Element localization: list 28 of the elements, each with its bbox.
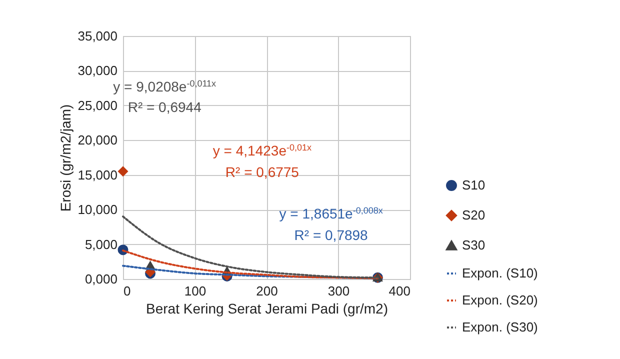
y-axis-title: Erosi (gr/m2/jam) (58, 104, 74, 212)
annotation: y = 9,0208e$^{-0,011x}$ (113, 78, 217, 94)
x-tick-label: 0 (124, 284, 131, 298)
legend-label: Expon. (S20) (462, 292, 538, 308)
legend-label: S20 (462, 208, 486, 222)
x-tick-label: 100 (184, 284, 206, 298)
y-tick-label: 0,000 (84, 272, 118, 286)
x-axis-title: Berat Kering Serat Jerami Padi (gr/m2) (146, 300, 388, 316)
legend-label: S10 (462, 178, 486, 192)
y-tick-label: 20,000 (78, 132, 118, 148)
legend-label: Expon. (S10) (462, 266, 538, 280)
y-tick-label: 35,000 (78, 28, 118, 44)
y-tick-label: 10,000 (78, 202, 118, 218)
y-tick-label: 25,000 (78, 98, 118, 113)
annotation: y = 1,8651e$^{-0,008x}$ (279, 205, 384, 222)
annotation: R² = 0,6775 (225, 164, 300, 180)
x-tick-label: 200 (256, 284, 278, 298)
y-tick-label: 5,000 (84, 236, 118, 252)
y-tick-label: 15,000 (78, 167, 118, 182)
x-tick-label: 300 (328, 284, 350, 298)
annotation: R² = 0,6944 (128, 99, 202, 116)
annotation: R² = 0,7898 (294, 226, 368, 243)
x-tick-label: 400 (388, 284, 410, 298)
legend-label: Expon. (S30) (462, 320, 538, 334)
point (118, 166, 128, 177)
y-tick-label: 30,000 (78, 63, 118, 78)
legend-label: S30 (462, 238, 486, 252)
annotation: y = 4,1423e$^{-0,01x}$ (212, 142, 312, 158)
